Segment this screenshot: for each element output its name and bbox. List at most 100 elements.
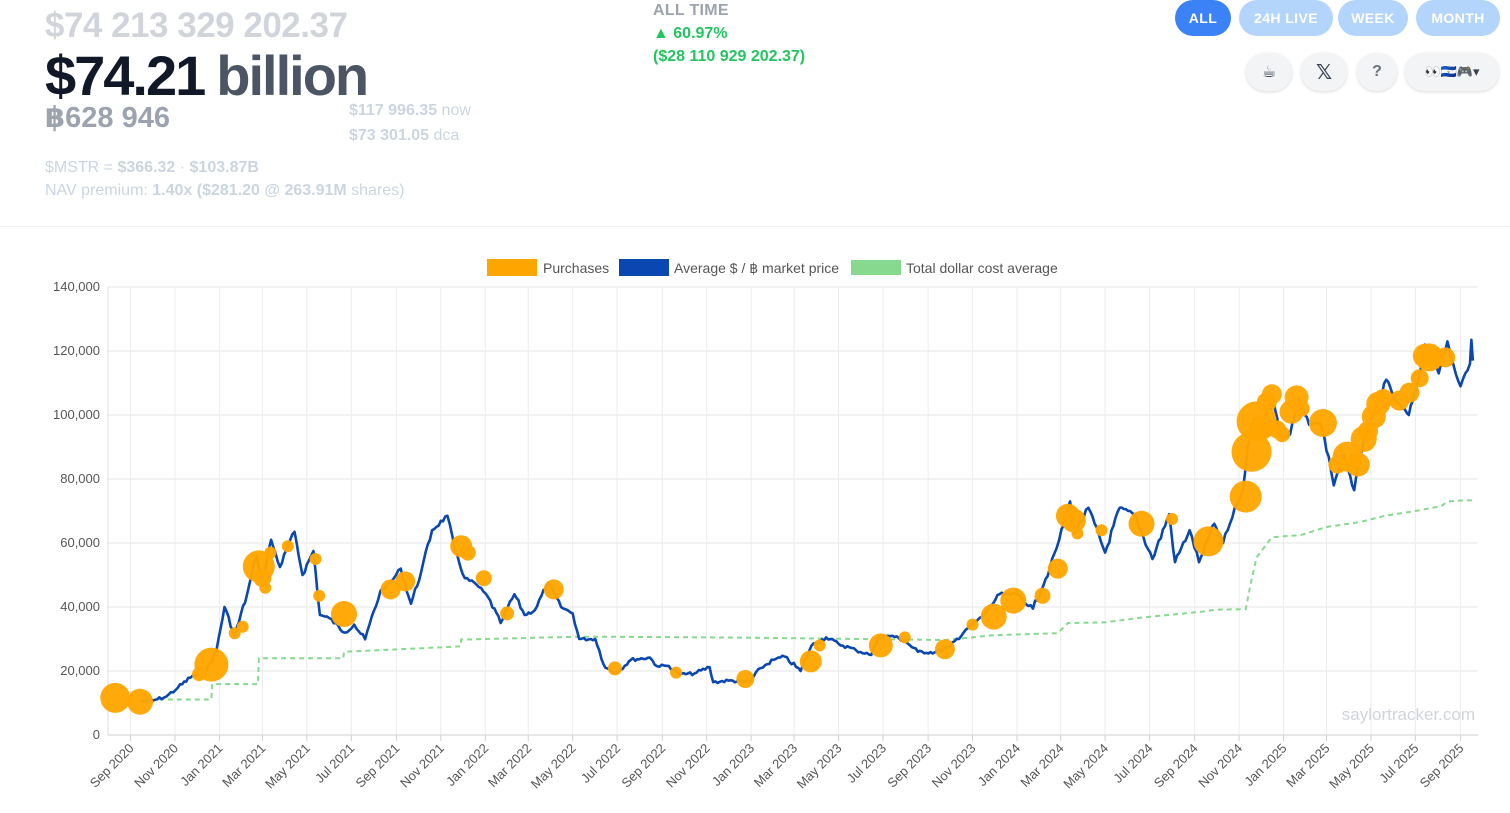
y-tick-label: 80,000 [60, 471, 100, 486]
x-tick-label: Jul 2023 [844, 741, 889, 786]
purchase-point [1071, 527, 1084, 540]
x-tick-label: Mar 2023 [751, 741, 800, 790]
purchase-point [1128, 510, 1155, 537]
purchase-point [868, 633, 893, 658]
purchase-point [670, 666, 683, 679]
holdings-value-headline: $74.21 billion [45, 44, 369, 108]
legend-label-purchases[interactable]: Purchases [543, 260, 609, 276]
y-tick-label: 20,000 [60, 663, 100, 678]
purchase-point [1231, 431, 1272, 472]
x-tick-label: Jan 2024 [975, 741, 1023, 789]
x-tick-label: Nov 2022 [663, 741, 713, 791]
purchase-point [799, 650, 822, 673]
period-selector: ALL 24H LIVE WEEK MONTH [0, 0, 1510, 40]
purchase-point [194, 647, 229, 682]
legend-label-dca[interactable]: Total dollar cost average [906, 260, 1058, 276]
x-tick-label: Sep 2022 [618, 741, 668, 791]
x-tick-label: Sep 2020 [87, 741, 137, 791]
btc-price-dca-value: $73 301.05 [349, 127, 430, 144]
purchase-point [100, 682, 131, 713]
purchase-point [331, 601, 357, 627]
purchase-point [1308, 409, 1337, 437]
btc-price-now-label: now [441, 102, 471, 119]
x-tick-label: Nov 2020 [131, 741, 181, 791]
x-tick-label: Sep 2024 [1151, 741, 1201, 791]
x-tick-label: May 2021 [262, 741, 313, 792]
legend-swatch-dca[interactable] [851, 260, 901, 275]
y-axis: 0 20,000 40,000 60,000 80,000 100,000 120,000 1… [53, 279, 100, 742]
purchase-point [1410, 369, 1429, 388]
performance-percent: ▲ 60.97% [653, 25, 728, 42]
purchase-point [1095, 524, 1108, 537]
purchase-point [1249, 415, 1274, 440]
x-tick-label: Jul 2022 [578, 741, 623, 786]
purchase-point [1373, 389, 1394, 409]
purchase-point [543, 579, 564, 600]
holdings-value-unit: billion [216, 44, 369, 107]
btc-price-now-value: $117 996.35 [349, 102, 438, 119]
legend-swatch-purchases[interactable] [487, 259, 537, 276]
purchase-point [607, 661, 622, 676]
x-tick-label: Mar 2021 [219, 741, 268, 790]
btc-price-dca: $73 301.05 dca [349, 127, 459, 145]
purchase-point [1061, 508, 1086, 533]
purchase-point [395, 571, 416, 592]
performance-period-label: ALL TIME [653, 2, 729, 19]
purchase-point [228, 627, 241, 640]
purchase-point [259, 581, 272, 594]
nav-multiple: 1.40x [152, 182, 193, 199]
mstr-market-cap: $103.87B [189, 159, 259, 176]
purchase-point [500, 606, 515, 621]
mstr-quote: $MSTR = $366.32 · $103.87B [45, 159, 259, 177]
chart-grid [107, 286, 1478, 741]
x-tick-label: Sep 2025 [1417, 741, 1467, 791]
purchase-point [1000, 587, 1027, 614]
y-tick-label: 60,000 [60, 535, 100, 550]
btc-holdings: ฿628 946 [45, 102, 171, 134]
period-24h-live-button[interactable]: 24H LIVE [1239, 0, 1333, 36]
purchase-point [127, 688, 153, 715]
purchase-point [475, 570, 492, 587]
x-tick-label: Nov 2021 [397, 741, 447, 791]
x-tick-label: May 2025 [1326, 741, 1377, 792]
purchase-point [1261, 384, 1282, 405]
legend-label-market-price[interactable]: Average $ / ฿ market price [674, 260, 839, 276]
purchase-point [1193, 526, 1224, 557]
purchase-point [1274, 426, 1291, 443]
holdings-value: $74.21 [45, 44, 206, 107]
theme-menu-button[interactable]: 👀🇸🇻🎮▾ [1405, 53, 1499, 91]
chart-series [100, 338, 1475, 715]
series-line-dca [140, 499, 1473, 701]
purchase-point [1435, 347, 1456, 368]
emoji-menu-icon: 👀🇸🇻🎮▾ [1424, 64, 1480, 79]
x-tick-label: Jan 2021 [177, 741, 225, 789]
x-tick-label: Mar 2022 [485, 741, 534, 790]
period-all-button[interactable]: ALL [1175, 0, 1231, 36]
mstr-price: $366.32 [117, 159, 176, 176]
x-tick-label: Sep 2023 [884, 741, 934, 791]
holdings-chart: Purchases Average $ / ฿ market price Tot… [53, 259, 1478, 792]
purchase-point [736, 670, 755, 688]
purchase-point [313, 589, 326, 602]
purchase-point [1293, 400, 1310, 417]
x-tick-label: Mar 2024 [1017, 741, 1066, 790]
purchase-point [898, 631, 911, 644]
nav-suffix: shares) [346, 182, 405, 199]
legend-swatch-market-price[interactable] [619, 259, 669, 276]
help-button[interactable]: ? [1357, 53, 1397, 91]
x-social-button[interactable]: 𝕏 [1301, 53, 1347, 91]
purchase-point [966, 618, 979, 631]
help-icon: ? [1372, 63, 1382, 80]
purchase-point [309, 553, 322, 565]
period-week-button[interactable]: WEEK [1338, 0, 1408, 36]
purchase-point [813, 639, 826, 652]
nav-prefix: NAV premium: [45, 182, 153, 199]
period-month-button[interactable]: MONTH [1416, 0, 1500, 36]
purchase-point [934, 639, 955, 660]
x-tick-label: Jul 2025 [1376, 741, 1421, 786]
coffee-button[interactable]: ☕ [1246, 53, 1292, 91]
y-tick-label: 100,000 [53, 407, 100, 422]
x-tick-label: May 2022 [528, 741, 579, 792]
x-tick-label: May 2024 [1060, 741, 1111, 792]
y-tick-label: 140,000 [53, 279, 100, 294]
